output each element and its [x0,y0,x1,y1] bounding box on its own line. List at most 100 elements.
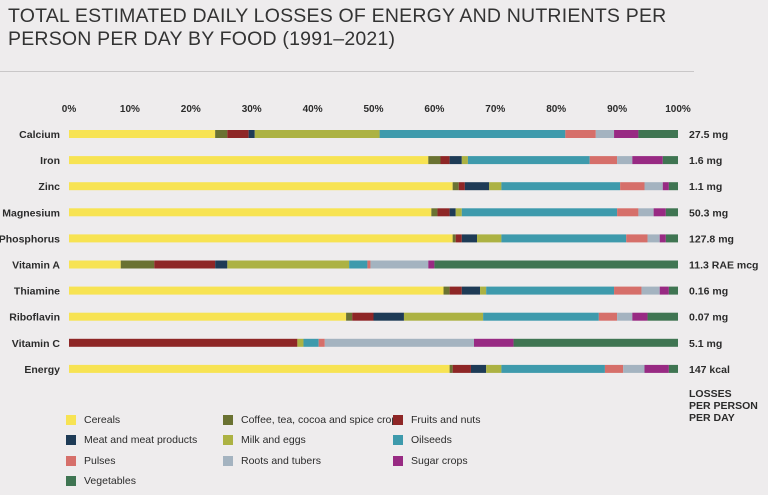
bar-segment [638,130,678,138]
bar-segment [653,208,666,217]
bar-segment [617,312,633,321]
x-tick-label: 70% [485,104,505,115]
category-label: Thiamine [14,286,60,298]
bar-segment [489,182,502,191]
bar-segment [623,364,645,373]
bar-segment [403,312,484,321]
bar-segment [69,156,429,165]
bar-segment [665,208,678,217]
bar-segment [227,260,350,269]
losses-header-line-3: PER DAY [689,412,735,424]
bar-segment [477,234,502,243]
bar-segment [120,260,155,269]
bar-segment [379,130,566,138]
x-tick-label: 40% [303,104,323,115]
category-label: Calcium [19,129,60,141]
category-label: Magnesium [2,207,60,219]
bar-segment [352,312,374,321]
bar-segment [598,312,618,321]
category-label: Riboflavin [9,312,60,324]
bar-segment [501,234,627,243]
bar-segment [483,312,599,321]
bar-segment [614,130,639,138]
bar-segment [69,338,298,347]
bar-segment [620,182,645,191]
bar-segment [373,312,404,321]
bar-segment [449,156,462,165]
x-tick-label: 100% [665,104,691,115]
bar-segment [662,182,669,191]
bar-segment [324,338,474,347]
bar-segment [641,286,660,295]
bar-segment [318,338,325,347]
total-value: 0.07 mg [689,312,728,324]
bar-segment [632,312,648,321]
bar-segment [367,260,371,269]
bar-segment [614,286,642,295]
total-value: 27.5 mg [689,129,728,141]
bar-segment [449,286,462,295]
bar-segment [452,182,459,191]
bar-segment [480,286,487,295]
bar-segment [632,156,663,165]
title-divider [0,71,694,72]
bar-segment [644,182,663,191]
bar-segment [668,182,678,191]
losses-header: LOSSES PER PERSON PER DAY [689,388,759,424]
bar-segment [449,208,456,217]
total-value: 147 kcal [689,364,730,376]
bar-segment [455,234,462,243]
bar-segment [486,286,615,295]
bar-segment [69,260,121,269]
bar-segment [659,286,669,295]
category-label: Zinc [38,181,60,193]
bar-segment [473,338,514,347]
bar-segment [69,182,453,191]
total-value: 11.3 RAE mcg [689,260,758,272]
bar-segment [455,208,462,217]
bar-segment [668,286,678,295]
bar-segment [434,260,678,269]
bar-segment [69,234,453,243]
total-value: 5.1 mg [689,338,722,350]
bar-segment [349,260,368,269]
bar-segment [665,234,678,243]
bar-segment [69,130,216,138]
category-label: Iron [40,155,60,167]
bar-segment [662,156,678,165]
category-label: Phosphorus [0,233,60,245]
bar-segment [461,286,481,295]
bar-segment [604,364,624,373]
bar-segment [440,156,450,165]
bar-segment [647,312,678,321]
bar-segment [69,286,444,295]
category-label: Vitamin A [12,260,60,272]
bar-segment [69,208,432,217]
bar-segment [431,208,438,217]
bar-segment [638,208,654,217]
total-value: 1.1 mg [689,181,722,193]
bar-segment [69,312,347,321]
bar-segment [461,208,618,217]
x-tick-label: 90% [607,104,627,115]
bar-segment [154,260,216,269]
bar-segment [647,234,660,243]
bar-segment [589,156,618,165]
bar-segment [470,364,487,373]
bar-segment [370,260,429,269]
bar-segment [254,130,380,138]
bar-segment [428,156,441,165]
bar-segment [452,234,456,243]
bar-segment [303,338,319,347]
bar-segment [248,130,255,138]
x-tick-label: 10% [120,104,140,115]
bar-segment [467,156,590,165]
bar-segment [227,130,249,138]
bar-segment [644,364,669,373]
bar-segment [452,364,471,373]
total-value: 127.8 mg [689,233,734,245]
bar-segment [501,364,605,373]
bar-segment [626,234,648,243]
bar-segment [437,208,450,217]
x-tick-label: 30% [242,104,262,115]
